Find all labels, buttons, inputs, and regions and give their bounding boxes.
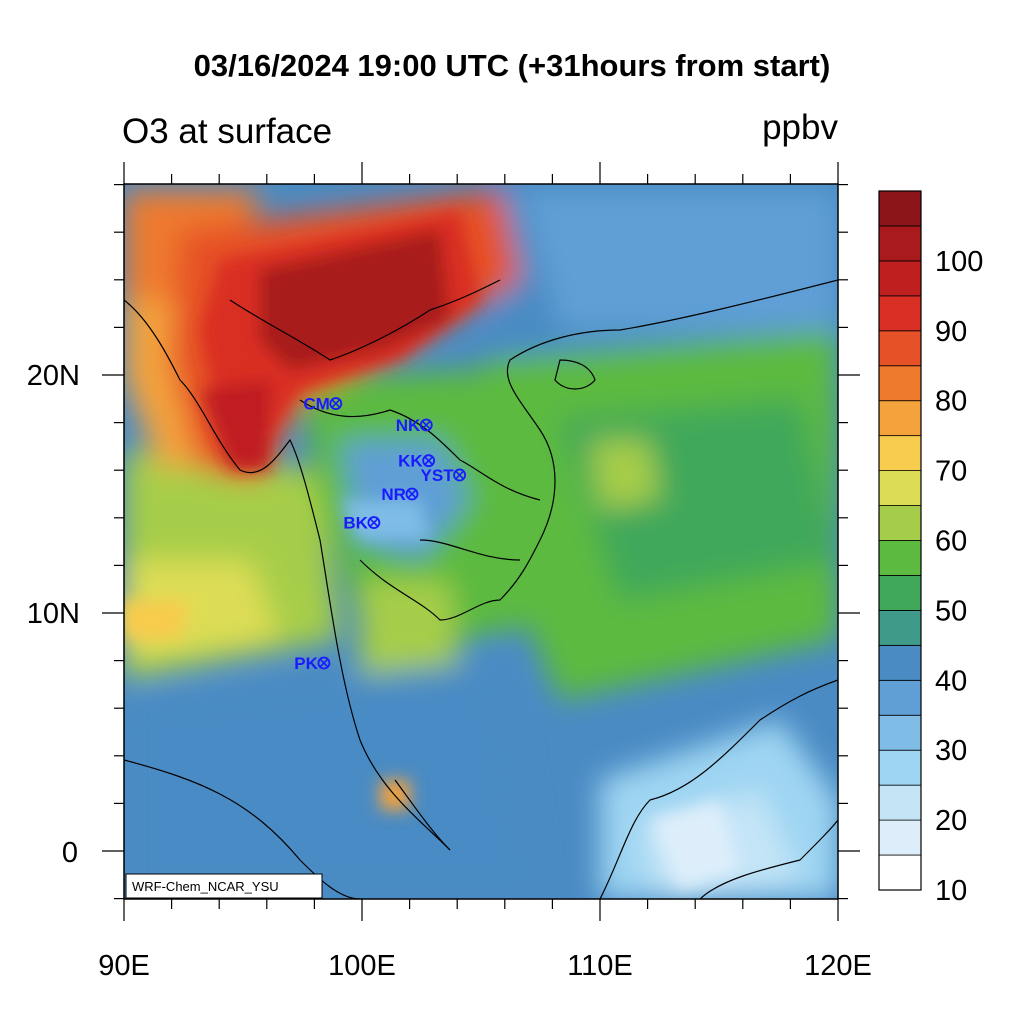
station-label: NR xyxy=(381,485,406,504)
colorbar-swatch xyxy=(878,610,922,646)
colorbar-swatch xyxy=(878,714,922,751)
colorbar-swatch xyxy=(878,575,922,611)
coastlines xyxy=(124,279,838,899)
model-credit: WRF-Chem_NCAR_YSU xyxy=(132,879,279,894)
colorbar-swatch xyxy=(878,505,922,541)
y-tick-label: 10N xyxy=(27,598,80,630)
station-cross xyxy=(455,470,464,480)
colorbar-swatch xyxy=(878,470,922,506)
station-label: YST xyxy=(421,466,455,485)
colorbar-swatch xyxy=(878,225,922,262)
station-marker-icon xyxy=(405,487,419,501)
colorbar-swatch xyxy=(878,400,922,437)
station-cross xyxy=(319,658,329,668)
x-tick-label: 100E xyxy=(328,950,396,982)
colorbar: 100 90 80 70 60 50 40 30 20 10 xyxy=(878,190,983,907)
map-frame xyxy=(123,183,839,900)
x-tick-label: 90E xyxy=(98,950,150,982)
x-tick-label: 110E xyxy=(567,950,633,982)
colorbar-label: 90 xyxy=(935,316,967,348)
y-tick-label: 0 xyxy=(62,837,78,869)
x-tick-label: 120E xyxy=(804,950,872,982)
station-cross xyxy=(421,420,431,430)
colorbar-swatch xyxy=(878,679,922,716)
colorbar-label: 70 xyxy=(935,456,967,488)
colorbar-label: 100 xyxy=(935,246,983,278)
station-marker-icon xyxy=(317,656,331,670)
station-marker-icon xyxy=(453,468,466,482)
station-label: CM xyxy=(303,395,329,414)
station-marker-icon xyxy=(367,516,381,529)
colorbar-frame xyxy=(878,190,922,891)
colorbar-label: 10 xyxy=(935,875,967,907)
station-cross xyxy=(424,456,434,466)
ozone-field xyxy=(124,184,838,899)
station-cross xyxy=(331,399,341,408)
station-label: NK xyxy=(396,416,421,435)
colorbar-swatch xyxy=(878,260,922,297)
colorbar-label: 30 xyxy=(935,735,967,767)
map-title: 03/16/2024 19:00 UTC (+31hours from star… xyxy=(193,48,831,83)
colorbar-label: 20 xyxy=(935,805,967,837)
station-label: PK xyxy=(294,654,318,673)
colorbar-swatch xyxy=(878,819,922,856)
colorbar-swatch xyxy=(878,540,922,576)
colorbar-swatch xyxy=(878,330,922,367)
colorbar-label: 80 xyxy=(935,386,967,418)
colorbar-swatch xyxy=(878,784,922,821)
colorbar-swatch xyxy=(878,435,922,471)
credit-box xyxy=(125,873,323,899)
colorbar-label: 60 xyxy=(935,526,967,558)
variable-label: O3 at surface xyxy=(122,112,333,151)
colorbar-swatch xyxy=(878,365,922,402)
axis-ticks xyxy=(102,162,860,921)
station-label: KK xyxy=(398,452,423,471)
colorbar-swatch xyxy=(878,295,922,332)
station-marker-icon xyxy=(422,454,436,468)
station-marker-icon xyxy=(419,418,433,432)
colorbar-swatch xyxy=(878,749,922,786)
station-cross xyxy=(407,489,417,499)
station-cross xyxy=(369,518,379,527)
colorbar-swatch xyxy=(878,644,922,681)
y-tick-label: 20N xyxy=(27,360,80,392)
units-label: ppbv xyxy=(762,108,838,147)
colorbar-label: 40 xyxy=(935,665,967,697)
colorbar-swatch xyxy=(878,854,922,891)
colorbar-label: 50 xyxy=(935,595,967,627)
station-label: BK xyxy=(343,514,368,533)
station-marker-icon xyxy=(329,397,343,410)
colorbar-swatch xyxy=(878,190,922,227)
